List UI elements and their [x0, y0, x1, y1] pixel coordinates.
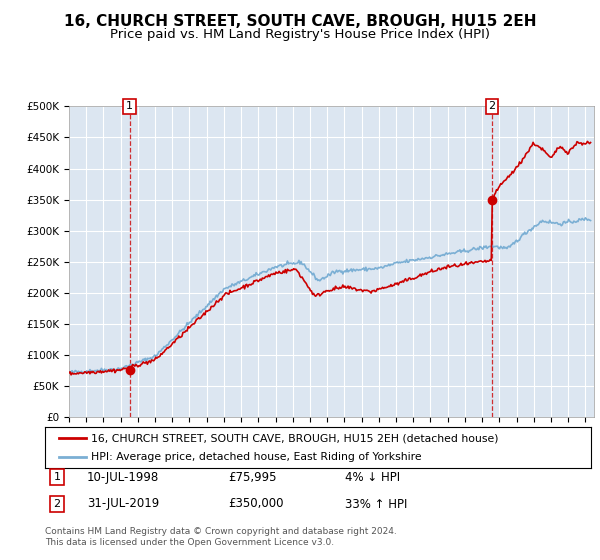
Text: This data is licensed under the Open Government Licence v3.0.: This data is licensed under the Open Gov…: [45, 538, 334, 547]
Text: 16, CHURCH STREET, SOUTH CAVE, BROUGH, HU15 2EH: 16, CHURCH STREET, SOUTH CAVE, BROUGH, H…: [64, 14, 536, 29]
Text: 33% ↑ HPI: 33% ↑ HPI: [345, 497, 407, 511]
Text: 16, CHURCH STREET, SOUTH CAVE, BROUGH, HU15 2EH (detached house): 16, CHURCH STREET, SOUTH CAVE, BROUGH, H…: [91, 433, 499, 443]
Text: 1: 1: [53, 472, 61, 482]
Text: 2: 2: [53, 499, 61, 509]
Text: Price paid vs. HM Land Registry's House Price Index (HPI): Price paid vs. HM Land Registry's House …: [110, 28, 490, 41]
Text: Contains HM Land Registry data © Crown copyright and database right 2024.: Contains HM Land Registry data © Crown c…: [45, 528, 397, 536]
Text: HPI: Average price, detached house, East Riding of Yorkshire: HPI: Average price, detached house, East…: [91, 452, 422, 461]
Text: 10-JUL-1998: 10-JUL-1998: [87, 470, 159, 484]
Text: £75,995: £75,995: [228, 470, 277, 484]
Text: 1: 1: [126, 101, 133, 111]
Text: £350,000: £350,000: [228, 497, 284, 511]
Text: 4% ↓ HPI: 4% ↓ HPI: [345, 470, 400, 484]
Text: 31-JUL-2019: 31-JUL-2019: [87, 497, 159, 511]
Text: 2: 2: [488, 101, 496, 111]
